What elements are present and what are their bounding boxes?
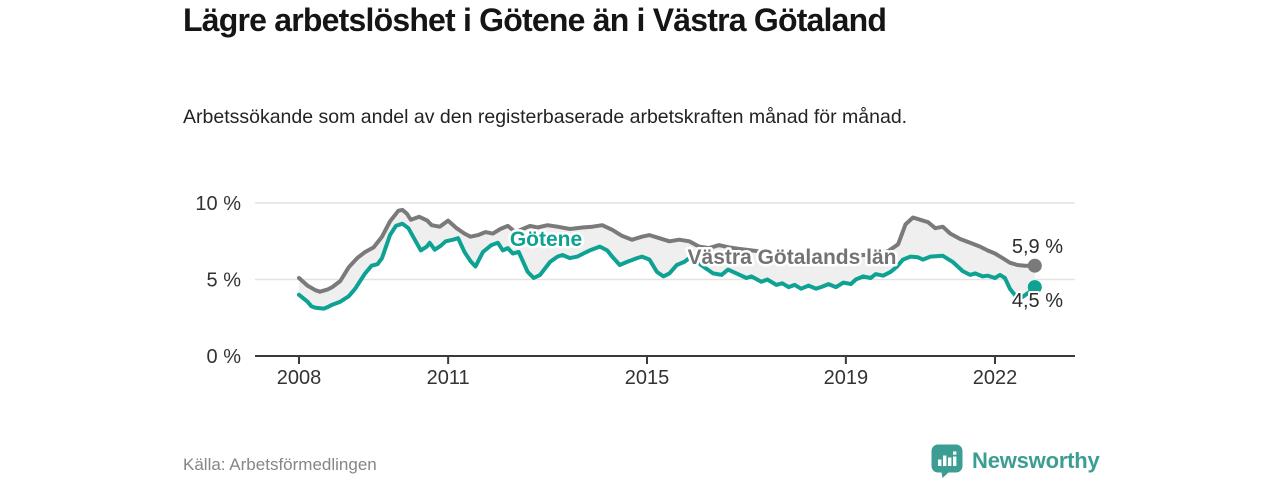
chart-subtitle: Arbetssökande som andel av den registerb… — [183, 106, 908, 128]
y-tick-label: 10 % — [195, 193, 241, 215]
x-tick-label: 2011 — [427, 367, 470, 389]
end-value-label-vgl: 5,9 % — [1012, 236, 1063, 258]
series-line-gotene — [297, 221, 1037, 311]
end-value-label-gotene: 4,5 % — [1012, 290, 1063, 312]
series-line-vgl — [297, 207, 1037, 294]
newsworthy-logo: Newsworthy — [931, 444, 1100, 478]
end-dot-gotene — [1027, 280, 1042, 295]
y-tick-label: 0 % — [207, 346, 242, 368]
series-label-gotene: Götene — [510, 228, 582, 251]
x-tick-label: 2008 — [277, 367, 322, 389]
chart-title: Lägre arbetslöshet i Götene än i Västra … — [183, 2, 887, 38]
x-tick-label: 2015 — [625, 367, 670, 389]
end-dot-vgl — [1027, 258, 1042, 273]
newsworthy-bar-chart-bubble-icon — [931, 444, 963, 478]
source-note: Källa: Arbetsförmedlingen — [183, 455, 377, 474]
series-label-vgl: Västra Götalands län — [688, 246, 897, 269]
x-tick-label: 2019 — [824, 367, 869, 389]
newsworthy-wordmark: Newsworthy — [972, 448, 1100, 473]
x-tick-label: 2022 — [973, 367, 1018, 389]
y-tick-label: 5 % — [207, 270, 242, 292]
